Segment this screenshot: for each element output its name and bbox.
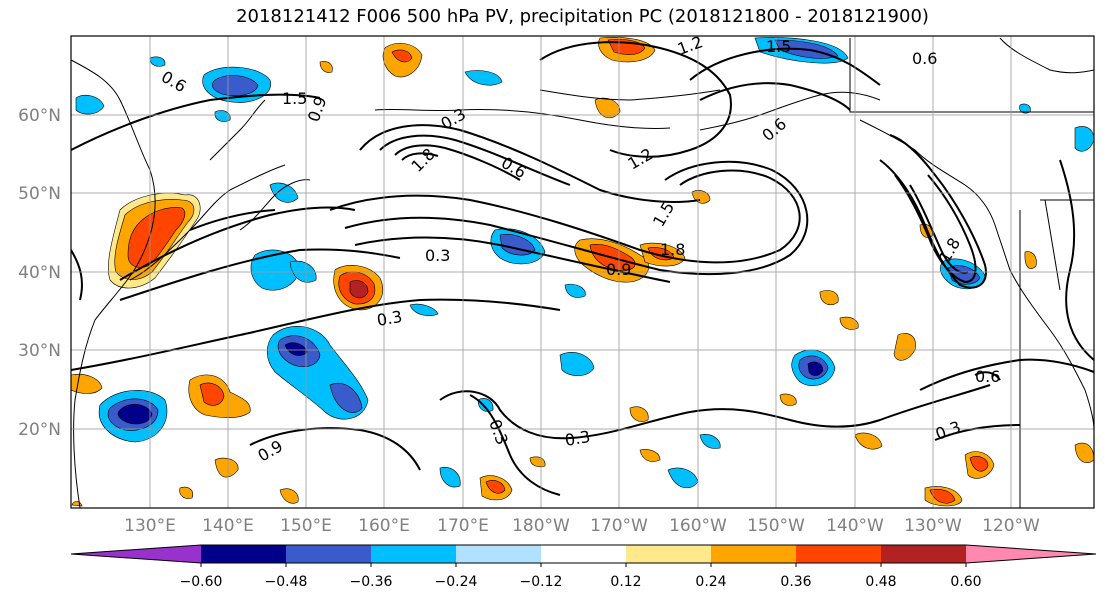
colorbar-segment [626, 545, 711, 563]
lon-label: 170°W [590, 516, 648, 536]
colorbar-tick-label: −0.48 [265, 574, 308, 590]
colorbar-tick-label: −0.24 [435, 574, 478, 590]
colorbar-segment [711, 545, 796, 563]
map-gridlines [71, 36, 1094, 508]
lat-label: 40°N [18, 263, 61, 283]
lon-label: 180°W [512, 516, 570, 536]
colorbar-segment [796, 545, 881, 563]
lat-label: 60°N [18, 106, 61, 126]
contour-label: 0.6 [975, 367, 1000, 386]
lat-label: 20°N [18, 420, 61, 440]
colorbar-extend-min [71, 545, 201, 563]
colorbar-tick-label: −0.60 [180, 574, 223, 590]
colorbar-tick-label: 0.24 [695, 574, 726, 590]
lon-label: 130°W [904, 516, 962, 536]
contour-label: 0.6 [912, 49, 937, 68]
lat-label: 50°N [18, 184, 61, 204]
colorbar-segments [70, 544, 1097, 567]
colorbar-segment [541, 545, 626, 563]
colorbar-segment [201, 545, 286, 563]
precip-anomaly-fields [71, 37, 1094, 507]
pv-contours [71, 41, 1094, 496]
lon-label: 130°E [124, 516, 176, 536]
colorbar-extend-max [966, 545, 1096, 563]
lon-label: 160°E [358, 516, 410, 536]
contour-label: 1.8 [660, 240, 685, 259]
lon-label: 140°E [202, 516, 254, 536]
colorbar-tick-label: −0.12 [520, 574, 563, 590]
colorbar-tick-label: 0.48 [865, 574, 896, 590]
contour-label: 0.3 [563, 427, 591, 450]
colorbar-segment [456, 545, 541, 563]
lon-label: 120°W [982, 516, 1040, 536]
lat-label: 30°N [18, 341, 61, 361]
lon-label: 160°W [669, 516, 727, 536]
lon-label: 170°E [437, 516, 489, 536]
colorbar: −0.60 −0.48 −0.36 −0.24 −0.12 0.12 0.24 … [70, 544, 1097, 590]
coastlines [71, 37, 1094, 508]
contour-label: 1.5 [282, 89, 307, 108]
contour-label: 0.3 [375, 307, 403, 330]
lon-label: 150°W [747, 516, 805, 536]
colorbar-segment [881, 545, 966, 563]
colorbar-tick-label: 0.12 [610, 574, 641, 590]
map-title: 2018121412 F006 500 hPa PV, precipitatio… [236, 6, 929, 27]
colorbar-segment [371, 545, 456, 563]
colorbar-tick-label: 0.36 [780, 574, 811, 590]
colorbar-tick-label: −0.36 [350, 574, 393, 590]
lon-label: 150°E [280, 516, 332, 536]
colorbar-segment [286, 545, 371, 563]
contour-label: 1.5 [766, 37, 791, 56]
contour-label: 0.3 [425, 246, 450, 265]
colorbar-tick-label: 0.60 [950, 574, 981, 590]
map-frame [70, 35, 1095, 509]
lon-label: 140°W [826, 516, 884, 536]
contour-label: 0.9 [606, 260, 631, 279]
